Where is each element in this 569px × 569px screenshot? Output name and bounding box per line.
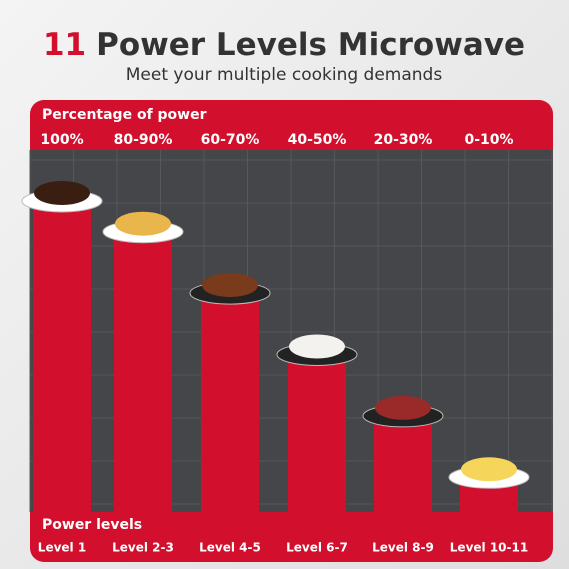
- food: [115, 211, 171, 236]
- x-tick-label: Level 8-9: [372, 541, 434, 555]
- value-label: 60-70%: [201, 132, 260, 148]
- value-label: 100%: [40, 132, 83, 148]
- title: 11 Power Levels Microwave: [43, 27, 525, 63]
- food: [375, 395, 431, 420]
- value-label: 80-90%: [114, 132, 173, 148]
- food: [289, 334, 345, 359]
- x-axis-label: Power levels: [42, 517, 142, 533]
- x-tick-label: Level 10-11: [450, 541, 528, 555]
- value-label: 40-50%: [288, 132, 347, 148]
- bar: [114, 235, 172, 512]
- bar: [288, 358, 346, 512]
- title-number: 11: [43, 27, 86, 63]
- title-text: Power Levels Microwave: [96, 27, 525, 63]
- value-axis-label: Percentage of power: [42, 107, 207, 123]
- food: [202, 273, 258, 298]
- x-tick-label: Level 2-3: [112, 541, 174, 555]
- x-tick-label: Level 6-7: [286, 541, 348, 555]
- food: [461, 457, 517, 482]
- bar: [374, 419, 432, 512]
- x-tick-label: Level 4-5: [199, 541, 261, 555]
- food: [34, 181, 90, 205]
- bar: [33, 205, 91, 512]
- bar: [201, 297, 259, 512]
- x-tick-label: Level 1: [38, 541, 86, 555]
- subtitle: Meet your multiple cooking demands: [126, 65, 443, 85]
- value-label: 20-30%: [374, 132, 433, 148]
- value-label: 0-10%: [464, 132, 513, 148]
